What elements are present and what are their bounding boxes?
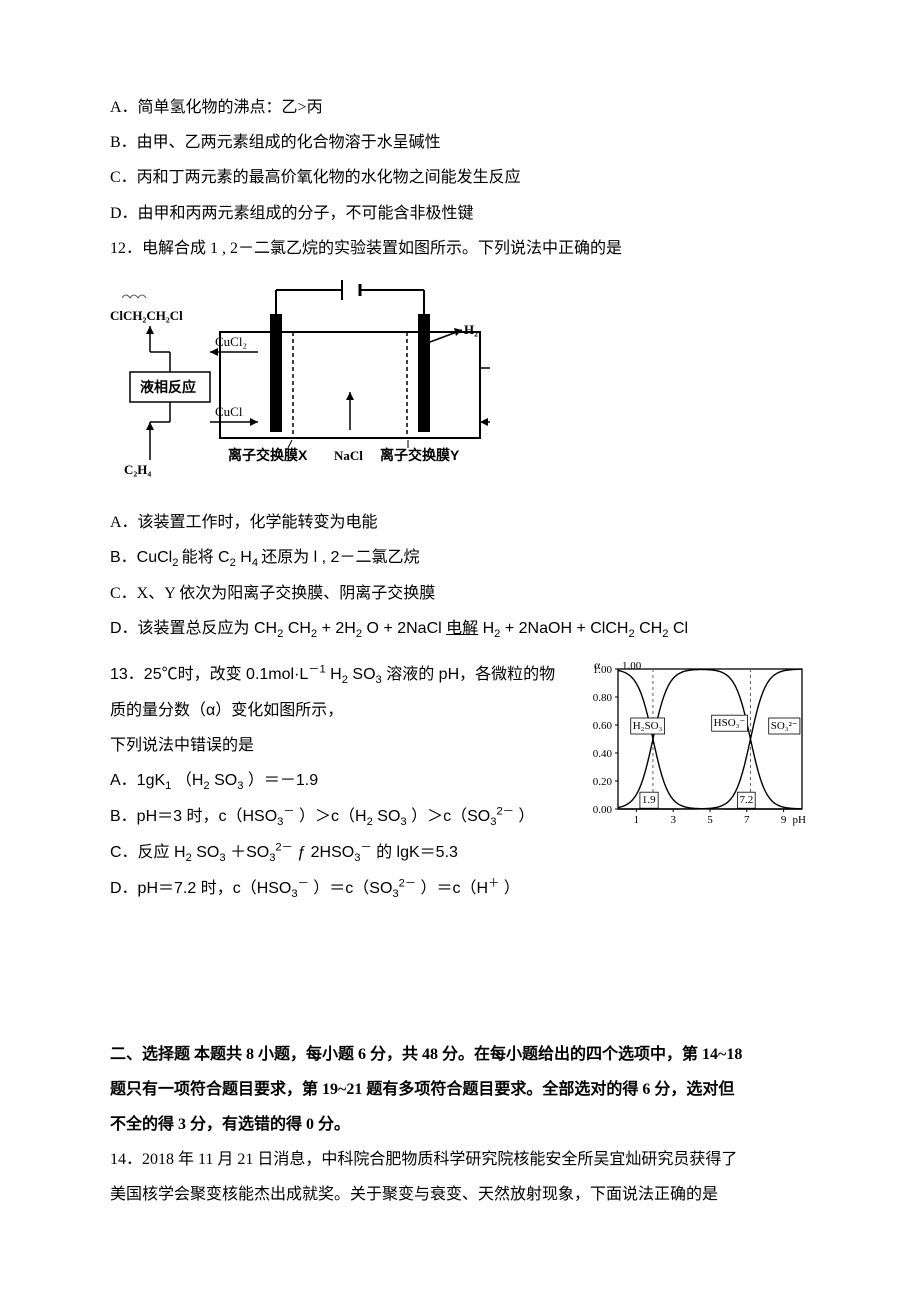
- label-nacl: NaCl: [334, 448, 363, 463]
- q13-stem: 13．25℃时，改变 0.1mol·L－1 H2 SO3 溶液的 pH，各微粒的…: [110, 657, 564, 728]
- q12d-4: O + 2NaCl: [367, 620, 442, 637]
- q12-option-d: D．该装置总反应为 CH2 CH2 + 2H2 O + 2NaCl 电解 H2 …: [110, 611, 810, 647]
- q13b-5: ）: [518, 808, 534, 825]
- q14-line1: 14．2018 年 11 月 21 日消息，中科院合肥物质科学研究院核能安全所吴…: [110, 1142, 810, 1177]
- svg-text:0.00: 0.00: [593, 804, 613, 816]
- svg-text:H₂SO₃: H₂SO₃: [633, 720, 663, 732]
- q12-option-c: C．X、Y 依次为阳离子交换膜、阴离子交换膜: [110, 576, 810, 611]
- svg-text:5: 5: [707, 814, 713, 826]
- q14-line2: 美国核学会聚变核能杰出成就奖。关于聚变与衰变、天然放射现象，下面说法正确的是: [110, 1177, 810, 1212]
- q11-option-a: A．简单氢化物的沸点：乙>丙: [110, 90, 810, 125]
- section2-line1: 二、选择题 本题共 8 小题，每小题 6 分，共 48 分。在每小题给出的四个选…: [110, 1037, 810, 1072]
- label-memy: 离子交换膜Y: [380, 447, 460, 463]
- q11-option-c: C．丙和丁两元素的最高价氧化物的水化物之间能发生反应: [110, 160, 810, 195]
- q13a-1: A．1gK: [110, 772, 165, 789]
- svg-text:0.40: 0.40: [593, 748, 613, 760]
- q12-option-a: A．该装置工作时，化学能转变为电能: [110, 505, 810, 540]
- q13b-1: B．pH＝3 时，c（HSO: [110, 808, 277, 825]
- svg-text:0.60: 0.60: [593, 720, 613, 732]
- q13d-3: ）＝c（H: [421, 880, 489, 897]
- svg-text:α: α: [594, 661, 601, 672]
- q12-option-b: B．CuCl2 能将 C2 H4 还原为 l , 2－二氯乙烷: [110, 540, 810, 576]
- q12d-1: D．该装置总反应为 CH: [110, 620, 277, 637]
- svg-text:0.80: 0.80: [593, 692, 613, 704]
- q13-stem2: 下列说法中错误的是: [110, 728, 564, 763]
- q12-stem: 12．电解合成 1 , 2－二氯乙烷的实验装置如图所示。下列说法中正确的是: [110, 231, 810, 266]
- q12b-suffix: 还原为 l , 2－二氯乙烷: [261, 549, 419, 566]
- q13-row: 13．25℃时，改变 0.1mol·L－1 H2 SO3 溶液的 pH，各微粒的…: [110, 657, 810, 907]
- q12d-8: Cl: [673, 620, 688, 637]
- svg-text:1: 1: [634, 814, 640, 826]
- q13c-1: C．反应 H: [110, 844, 186, 861]
- label-c2h4: C₂H₄: [124, 462, 151, 477]
- q13b-2: ）＞c（H: [299, 808, 367, 825]
- svg-text:pH: pH: [793, 814, 807, 826]
- q12d-5: H: [483, 620, 495, 637]
- q13c-2: SO: [196, 844, 219, 861]
- svg-text:SO₃²⁻: SO₃²⁻: [771, 720, 798, 732]
- q12d-2: CH: [288, 620, 311, 637]
- q11-option-d: D．由甲和丙两元素组成的分子，不可能含非极性键: [110, 196, 810, 231]
- q13-stem-b: H: [330, 666, 342, 683]
- label-cucl: CuCl: [215, 404, 243, 419]
- svg-text:3: 3: [670, 814, 676, 826]
- q13-option-a: A．1gK1 （H2 SO3 ）＝－1.9: [110, 763, 564, 799]
- label-memx: 离子交换膜X: [228, 447, 308, 463]
- q13-option-b: B．pH＝3 时，c（HSO3－ ）＞c（H2 SO3 ）＞c（SO32－ ）: [110, 799, 564, 835]
- q12d-3: + 2H: [322, 620, 356, 637]
- page: A．简单氢化物的沸点：乙>丙 B．由甲、乙两元素组成的化合物溶于水呈碱性 C．丙…: [0, 0, 920, 1302]
- svg-text:9: 9: [781, 814, 787, 826]
- label-h2: H₂: [464, 322, 478, 337]
- q12b-mid2: H: [240, 549, 252, 566]
- label-liquid: 液相反应: [140, 379, 196, 395]
- svg-text:7: 7: [744, 814, 750, 826]
- svg-text:7.2: 7.2: [739, 794, 753, 806]
- q12d-elec: 电解: [446, 620, 478, 637]
- label-cucl2: CuCl₂: [215, 334, 247, 349]
- q13d-1: D．pH＝7.2 时，c（HSO: [110, 880, 291, 897]
- q12b-prefix: B．CuCl: [110, 549, 172, 566]
- section2-line2: 题只有一项符合题目要求，第 19~21 题有多项符合题目要求。全部选对的得 6 …: [110, 1072, 810, 1107]
- q13a-3: SO: [214, 772, 237, 789]
- label-clch: ClCH₂CH₂Cl: [110, 308, 183, 323]
- q13b-3: SO: [377, 808, 400, 825]
- q13-stem-c: SO: [352, 666, 375, 683]
- q13d-4: ）: [504, 880, 520, 897]
- q13-option-d: D．pH＝7.2 时，c（HSO3－ ）＝c（SO32－ ）＝c（H＋ ）: [110, 871, 564, 907]
- q13b-4: ）＞c（SO: [411, 808, 490, 825]
- q12d-6: + 2NaOH + ClCH: [505, 620, 629, 637]
- q11-option-b: B．由甲、乙两元素组成的化合物溶于水呈碱性: [110, 125, 810, 160]
- q13c-3: ＋SO: [230, 844, 269, 861]
- section2-line3: 不全的得 3 分，有选错的得 0 分。: [110, 1107, 810, 1142]
- q13c-4: ƒ 2HSO: [297, 844, 354, 861]
- q12-diagram: 液相反应 CuCl₂ ClCH₂CH₂Cl CuCl C₂H₄ 离子交换膜X N: [110, 272, 810, 495]
- q13-option-c: C．反应 H2 SO3 ＋SO32－ ƒ 2HSO3－ 的 lgK＝5.3: [110, 835, 564, 871]
- svg-text:HSO₃⁻: HSO₃⁻: [714, 717, 746, 729]
- svg-text:1.00: 1.00: [622, 661, 642, 672]
- q13a-4: ）＝－1.9: [248, 772, 318, 789]
- q13-stem-a: 13．25℃时，改变 0.1mol·L: [110, 666, 308, 683]
- q13a-2: （H: [176, 772, 204, 789]
- svg-text:1.9: 1.9: [642, 794, 656, 806]
- q13-chart: 0.000.200.400.600.801.0013579pHα1.00H₂SO…: [580, 657, 810, 844]
- q13d-2: ）＝c（SO: [313, 880, 392, 897]
- q12b-mid1: 能将 C: [182, 549, 230, 566]
- q13c-5: 的 lgK＝5.3: [376, 844, 458, 861]
- svg-text:0.20: 0.20: [593, 776, 613, 788]
- q12d-7: CH: [639, 620, 662, 637]
